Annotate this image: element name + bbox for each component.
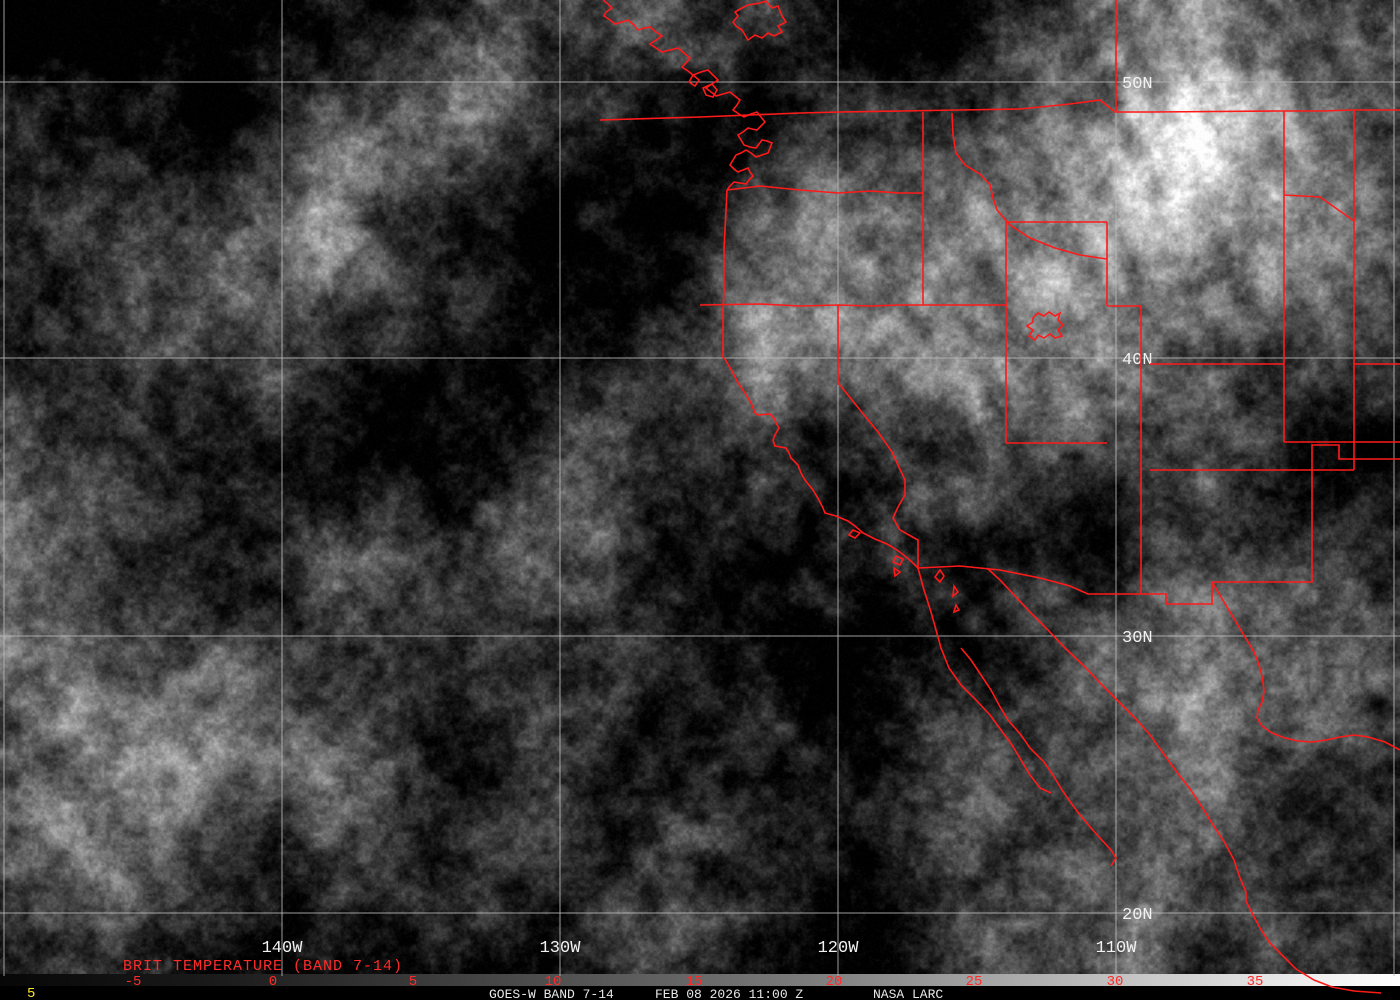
svg-text:5: 5 [27,986,35,1000]
svg-text:140W: 140W [262,939,304,958]
svg-text:30N: 30N [1122,629,1153,648]
svg-text:0: 0 [269,974,277,990]
svg-text:35: 35 [1247,974,1264,990]
svg-text:20N: 20N [1122,906,1153,925]
svg-text:110W: 110W [1096,939,1138,958]
svg-text:25: 25 [966,974,983,990]
svg-text:130W: 130W [540,939,582,958]
svg-text:15: 15 [686,974,703,990]
svg-text:50N: 50N [1122,75,1153,94]
svg-text:10: 10 [545,974,562,990]
svg-text:40N: 40N [1122,351,1153,370]
svg-text:-5: -5 [125,974,142,990]
svg-text:30: 30 [1107,974,1124,990]
svg-text:BRIT TEMPERATURE (BAND 7-14): BRIT TEMPERATURE (BAND 7-14) [123,958,403,975]
svg-text:20: 20 [826,974,843,990]
svg-text:120W: 120W [818,939,860,958]
svg-text:5: 5 [409,974,417,990]
